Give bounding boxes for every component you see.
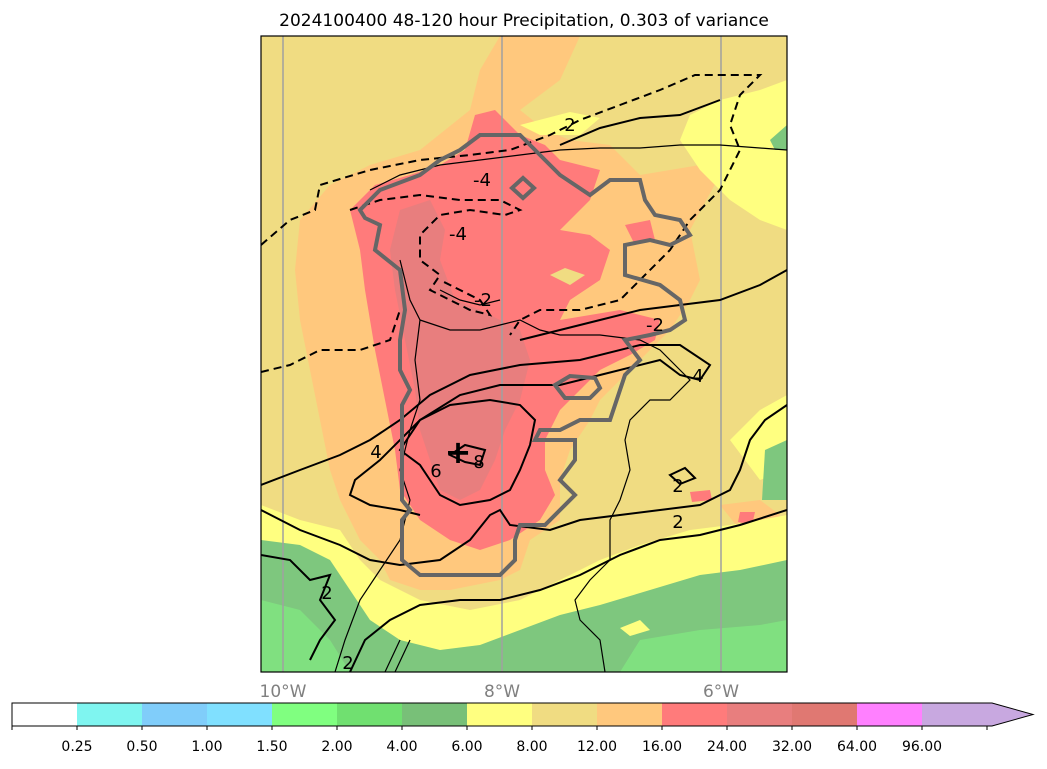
location-marker: + [445,433,472,471]
map-frame [260,35,788,673]
colorbar: 0.25 0.50 1.00 1.50 2.00 4.00 6.00 8.00 12.00 16.… [11,702,1035,755]
colorbar-segment [142,703,208,726]
contour-label: -2 [474,290,492,311]
contour-label: 2 [342,653,353,674]
contour-pos-2-loop [668,466,697,486]
colorbar-segment [792,703,858,726]
contour-label: 2 [321,583,332,604]
colorbar-segment [467,703,533,726]
colorbar-tick-label: 1.50 [256,739,287,755]
colorbar-tick-label: 12.00 [577,739,617,755]
region-outline-island-1 [509,175,537,201]
colorbar-segment [662,703,728,726]
lon-label-8w: 8°W [484,682,520,702]
precip-fill-6-8-ne2 [520,112,600,135]
precip-fill-8-12-island [550,268,585,285]
precip-fill-24-32 [390,200,530,500]
colorbar-segment [207,703,273,726]
precip-fill-4-6-ne [770,125,787,150]
colorbar-segment [597,703,663,726]
lon-label-10w: 10°W [260,682,307,702]
precip-fill-2-4-se [620,620,787,672]
contour-label: 4 [370,442,381,463]
contour-label: 8 [473,452,484,473]
contour-neg-2-outer [261,74,763,373]
colorbar-tick-label: 16.00 [642,739,682,755]
colorbar-segment [77,703,143,726]
colorbar-tick-label: 8.00 [516,739,547,755]
colorbar-tick-label: 32.00 [772,739,812,755]
colorbar-tick-label: 96.00 [902,739,942,755]
contour-pos-2-middle [519,269,787,341]
contour-neg-4 [349,193,523,317]
contour-label: 2 [672,512,683,533]
colorbar-tick-label: 64.00 [837,739,877,755]
contour-pos-2-west [261,554,337,661]
colorbar-tick-label: 0.25 [61,739,92,755]
precip-fill-16-24-patch-3 [690,490,712,502]
colorbar-tick-label: 6.00 [451,739,482,755]
colorbar-segment [272,703,338,726]
colorbar-outline [11,702,1035,727]
map-panel: 2 -4 -4 -2 -2 4 4 6 8 2 2 2 2 + [261,36,787,674]
contour-label: 6 [430,461,441,482]
colorbar-segment [532,703,598,726]
colorbar-segment [402,703,468,726]
precip-fill-4-6-east [762,440,787,500]
contour-pos-6 [398,398,537,507]
colorbar-segment [857,703,923,726]
contour-label: 2 [672,476,683,497]
figure-title: 2024100400 48-120 hour Precipitation, 0.… [279,11,769,31]
colorbar-tick-label: 24.00 [707,739,747,755]
contour-label: 2 [564,115,575,136]
contour-label: -4 [473,170,491,191]
colorbar-tick-label: 2.00 [321,739,352,755]
contour-pos-2-south [261,404,787,567]
colorbar-extension [922,703,1033,726]
contour-label: -2 [646,315,664,336]
colorbar-segment [727,703,793,726]
contour-pos-2-southeast [349,509,787,672]
border-line [384,639,411,672]
contour-label: 4 [692,366,703,387]
contour-label: -4 [449,224,467,245]
contour-pos-8 [447,443,487,467]
lon-label-6w: 6°W [703,682,739,702]
precip-fill-6-8-ne [680,80,787,230]
colorbar-tick-label: 1.00 [191,739,222,755]
region-outline-island-2 [552,373,603,400]
colorbar-tick-label: 4.00 [386,739,417,755]
contour-pos-4-ring [261,344,712,516]
region-outline [357,133,693,577]
colorbar-segment [12,703,78,726]
colorbar-tick-label: 0.50 [126,739,157,755]
contour-pos-2-north [559,99,721,146]
precip-fill-2-4-patch [620,620,650,636]
colorbar-segment [337,703,403,726]
